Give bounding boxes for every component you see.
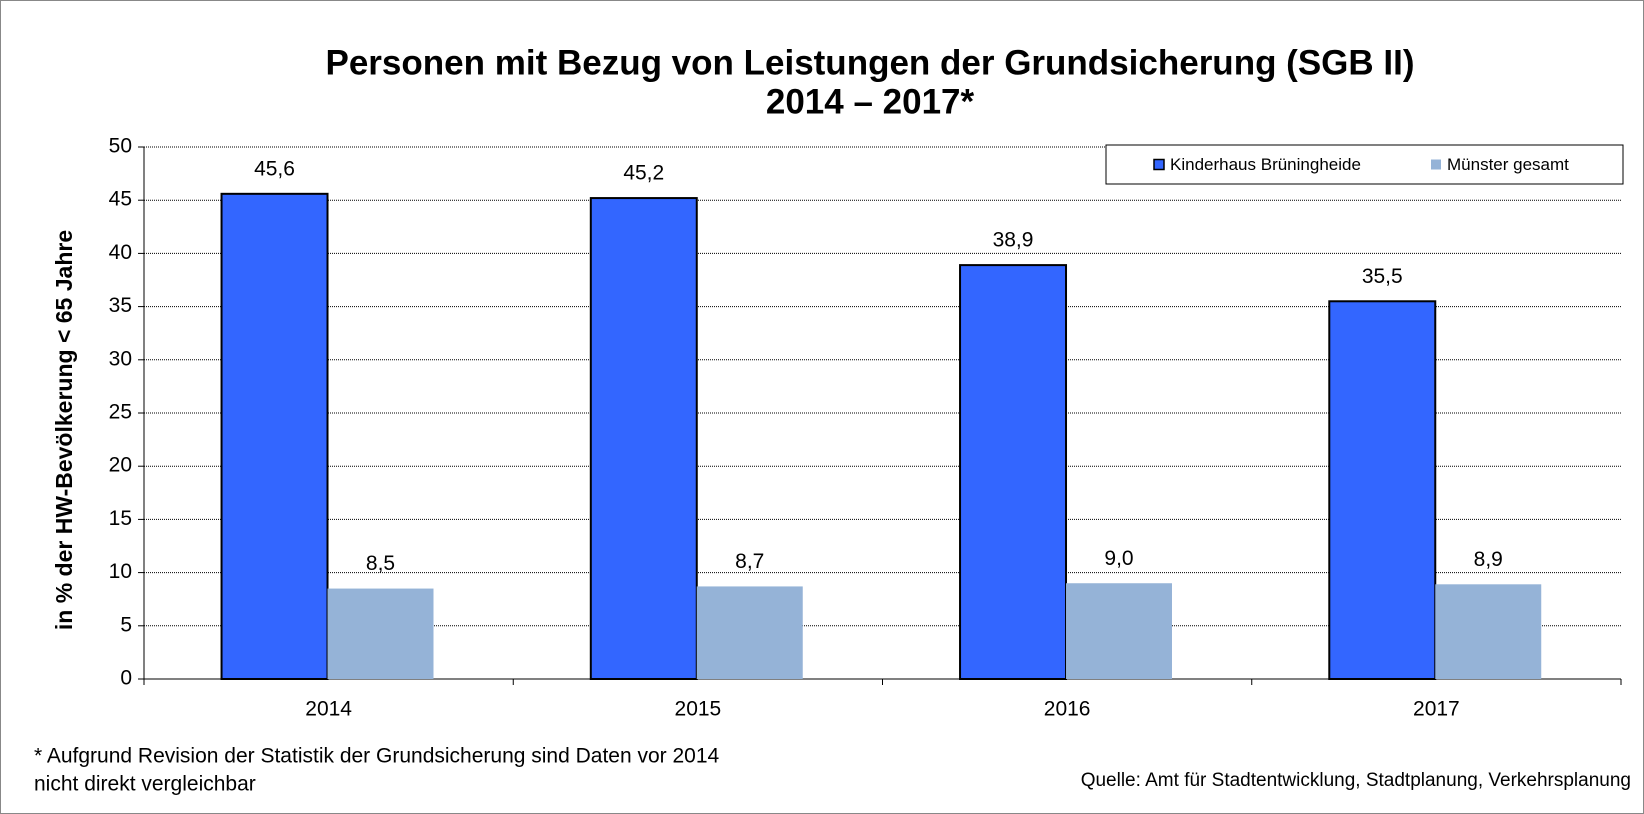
x-tick-label: 2016 <box>1044 698 1091 721</box>
value-label: 45,2 <box>623 162 664 185</box>
y-tick-label: 5 <box>120 613 132 636</box>
value-label: 8,7 <box>735 550 764 573</box>
value-label: 45,6 <box>254 157 295 180</box>
bar <box>327 588 434 679</box>
chart-title: Personen mit Bezug von Leistungen der Gr… <box>326 43 1415 82</box>
legend-label: Münster gesamt <box>1447 155 1569 174</box>
footnote: * Aufgrund Revision der Statistik der Gr… <box>34 745 720 768</box>
source: Quelle: Amt für Stadtentwicklung, Stadtp… <box>1081 770 1631 791</box>
value-label: 8,5 <box>366 552 395 575</box>
y-tick-label: 25 <box>109 401 132 424</box>
legend-box <box>1105 144 1624 185</box>
legend-label: Kinderhaus Brüningheide <box>1170 155 1361 174</box>
value-label: 8,9 <box>1474 548 1503 571</box>
value-label: 38,9 <box>993 229 1034 252</box>
y-axis-label: in % der HW-Bevölkerung < 65 Jahre <box>51 230 77 630</box>
y-tick-label: 30 <box>109 347 132 370</box>
y-tick-label: 35 <box>109 294 132 317</box>
footnote: nicht direkt vergleichbar <box>34 773 256 796</box>
bar <box>1435 584 1542 679</box>
bar <box>589 197 698 681</box>
bar <box>220 192 329 680</box>
bar <box>959 264 1068 680</box>
x-tick-label: 2017 <box>1413 698 1460 721</box>
y-tick-label: 10 <box>109 560 132 583</box>
x-tick-label: 2015 <box>675 698 722 721</box>
value-label: 9,0 <box>1104 547 1133 570</box>
x-tick-label: 2014 <box>305 698 352 721</box>
y-tick-label: 40 <box>109 241 132 264</box>
y-tick-label: 50 <box>109 135 132 158</box>
y-tick-label: 20 <box>109 454 132 477</box>
legend-swatch <box>1153 158 1165 171</box>
chart-title: 2014 – 2017* <box>766 82 975 121</box>
y-tick-label: 0 <box>120 667 132 690</box>
bar <box>696 586 803 679</box>
y-tick-label: 15 <box>109 507 132 530</box>
legend-swatch <box>1431 159 1441 170</box>
y-tick-label: 45 <box>109 188 132 211</box>
bar <box>1328 300 1437 680</box>
bar <box>1066 583 1172 679</box>
value-label: 35,5 <box>1362 265 1403 288</box>
